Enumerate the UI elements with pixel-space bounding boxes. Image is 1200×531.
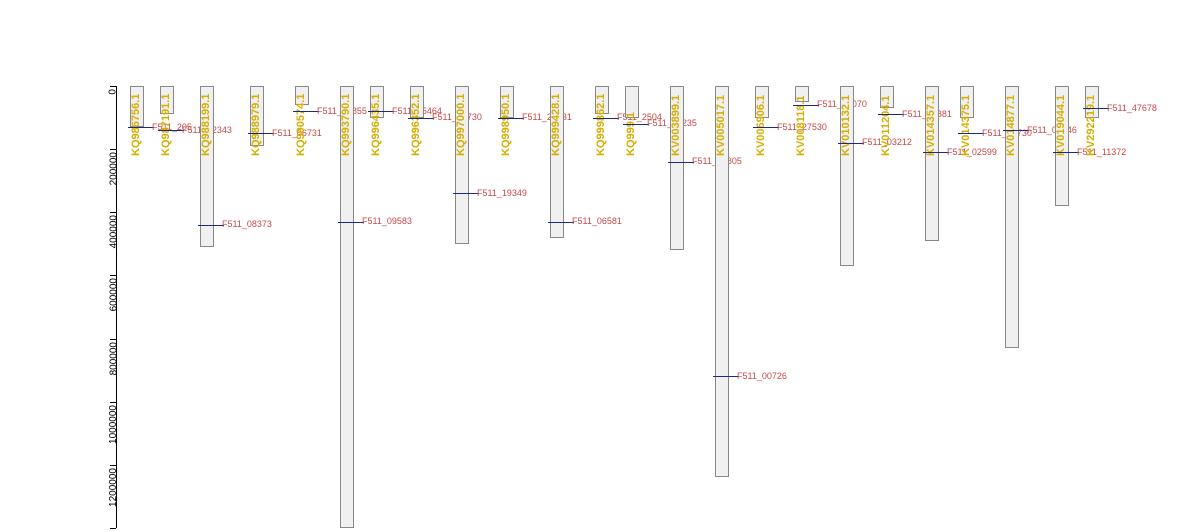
- feature-label: F511_08373: [222, 219, 272, 229]
- scaffold-label: KQ990574.1: [295, 94, 307, 156]
- feature-label: F511_06581: [572, 216, 622, 226]
- feature-tick: [453, 193, 479, 194]
- feature-tick: [158, 130, 184, 131]
- y-axis-tick-label: 600000: [108, 278, 119, 311]
- feature-label: F511_09583: [362, 216, 412, 226]
- feature-tick: [623, 124, 649, 125]
- scaffold-label: KV011204.1: [880, 95, 892, 156]
- scaffold-label: KQ998950.1: [500, 94, 512, 156]
- feature-tick: [838, 143, 864, 144]
- feature-label: F511_47678: [1107, 103, 1157, 113]
- y-axis-tick: [110, 149, 116, 150]
- feature-tick: [958, 133, 984, 134]
- feature-tick: [548, 222, 574, 223]
- y-axis-tick: [110, 402, 116, 403]
- feature-tick: [248, 133, 274, 134]
- feature-tick: [668, 162, 694, 163]
- feature-tick: [753, 127, 779, 128]
- y-axis-tick: [110, 212, 116, 213]
- y-axis-tick-label: 1200000: [108, 468, 119, 507]
- scaffold-label: KV005017.1: [715, 95, 727, 156]
- scaffold-label: KV014375.1: [960, 95, 972, 156]
- y-axis-tick: [110, 275, 116, 276]
- feature-tick: [498, 118, 524, 119]
- scaffold-label: KQ988979.1: [250, 94, 262, 156]
- feature-tick: [923, 152, 949, 153]
- feature-label: F511_19349: [477, 188, 527, 198]
- feature-label: F511_02846: [1027, 125, 1077, 135]
- feature-tick: [1083, 108, 1109, 109]
- scaffold-label: KQ997000.1: [455, 94, 467, 156]
- feature-tick: [1003, 130, 1029, 131]
- feature-tick: [1053, 152, 1079, 153]
- scaffold-label: KQ999862.1: [595, 94, 607, 156]
- scaffold-ideogram-plot: 0200000400000600000800000100000012000001…: [0, 0, 1200, 531]
- y-axis-tick-label: 0: [108, 89, 119, 95]
- scaffold-label: KQ986756.1: [130, 94, 142, 156]
- scaffold-label: KV010132.1: [840, 95, 852, 156]
- feature-tick: [338, 222, 364, 223]
- feature-tick: [408, 118, 434, 119]
- feature-tick: [293, 111, 319, 112]
- y-axis-tick-label: 800000: [108, 342, 119, 375]
- scaffold-label: KQ999428.1: [550, 94, 562, 156]
- y-axis-tick: [110, 465, 116, 466]
- feature-tick: [593, 118, 619, 119]
- feature-tick: [128, 127, 154, 128]
- scaffold-label: KV019044.1: [1055, 95, 1067, 156]
- scaffold-label: KV292219.1: [1085, 95, 1097, 156]
- feature-tick: [368, 111, 394, 112]
- y-axis-tick-label: 400000: [108, 215, 119, 248]
- scaffold-label: KQ999.1: [625, 112, 637, 156]
- y-axis-tick: [110, 86, 116, 87]
- scaffold-label: KV014877.1: [1005, 95, 1017, 156]
- feature-label: F511_00726: [737, 371, 787, 381]
- scaffold-label: KQ988199.1: [200, 94, 212, 156]
- feature-tick: [793, 105, 819, 106]
- feature-tick: [713, 376, 739, 377]
- scaffold-label: KV006906.1: [755, 95, 767, 156]
- scaffold-label: KV014357.1: [925, 95, 937, 156]
- y-axis-tick-label: 1000000: [108, 405, 119, 444]
- feature-tick: [878, 114, 904, 115]
- y-axis-tick: [110, 528, 116, 529]
- y-axis-tick-label: 200000: [108, 152, 119, 185]
- scaffold-label: KV003899.1: [670, 95, 682, 156]
- scaffold-label: KQ996435.1: [370, 94, 382, 156]
- feature-tick: [198, 225, 224, 226]
- scaffold-label: KQ993790.1: [340, 94, 352, 156]
- scaffold-label: KQ987191.1: [160, 94, 172, 156]
- scaffold-label: KQ996352.1: [410, 94, 422, 156]
- y-axis-tick: [110, 339, 116, 340]
- feature-label: F511_29631: [522, 112, 572, 122]
